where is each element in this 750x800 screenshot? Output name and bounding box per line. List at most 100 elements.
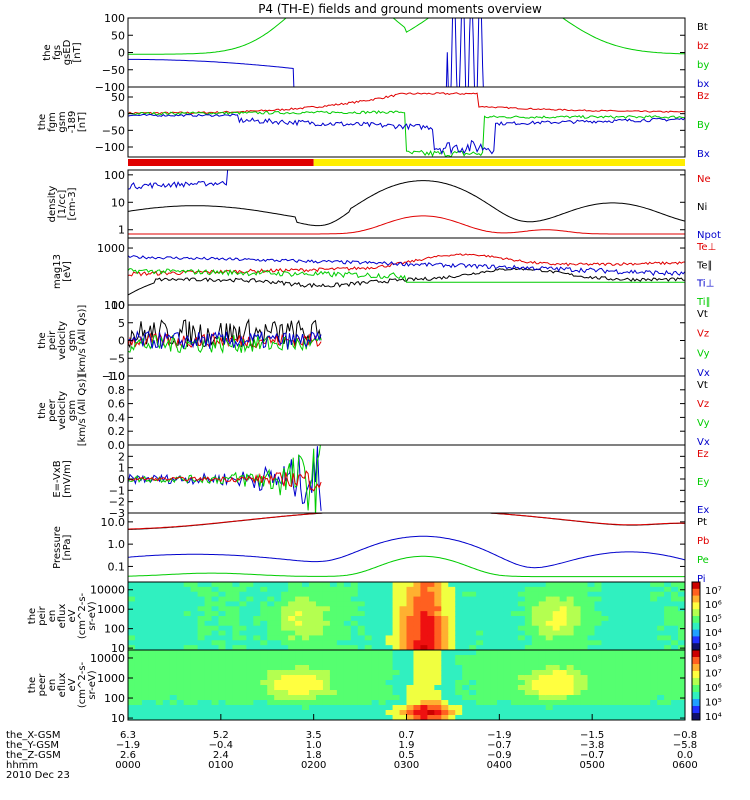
heatmap-cell [483, 705, 491, 711]
heatmap-cell [378, 670, 387, 676]
colorbar-swatch [692, 664, 700, 672]
heatmap-cell [141, 611, 150, 617]
heatmap-cell [552, 591, 561, 598]
heatmap-cell [629, 645, 637, 650]
heatmap-cell [176, 620, 185, 627]
heatmap-cell [155, 715, 164, 720]
heatmap-cell [580, 625, 589, 632]
heatmap-cell [371, 596, 380, 603]
heatmap-cell [636, 645, 644, 650]
series-line-density-2 [128, 170, 685, 190]
heatmap-cell [587, 625, 596, 632]
y-tick-label: 1000 [97, 242, 125, 255]
heatmap-cell [155, 665, 164, 671]
legend-entry: Vt [697, 309, 708, 320]
heatmap-cell [141, 710, 150, 716]
heatmap-cell [371, 640, 380, 646]
heatmap-cell [476, 665, 484, 671]
series-line-pressure-1 [128, 535, 685, 569]
heatmap-cell [267, 601, 275, 607]
heatmap-cell [128, 591, 136, 598]
heatmap-cell [622, 586, 630, 593]
heatmap-cell [169, 715, 178, 720]
heatmap-cell [399, 606, 408, 612]
heatmap-cell [190, 630, 199, 637]
heatmap-cell [483, 640, 491, 646]
heatmap-cell [253, 700, 261, 706]
heatmap-cell [476, 630, 484, 637]
heatmap-cell [448, 625, 456, 632]
heatmap-cell [267, 680, 275, 686]
heatmap-cell [128, 596, 136, 603]
heatmap-cell [650, 690, 658, 696]
heatmap-cell [225, 650, 234, 656]
heatmap-cell [246, 591, 254, 598]
heatmap-cell [260, 705, 268, 711]
heatmap-cell [413, 625, 422, 632]
heatmap-cell [517, 586, 526, 593]
heatmap-cell [364, 606, 373, 612]
heatmap-cell [657, 620, 665, 627]
y-axis-label-line: [mV/m] [62, 460, 73, 498]
heatmap-cell [267, 620, 275, 627]
heatmap-cell [232, 685, 240, 691]
heatmap-cell [176, 601, 185, 607]
heatmap-cell [420, 705, 428, 711]
heatmap-cell [260, 611, 268, 617]
heatmap-cell [211, 705, 220, 711]
heatmap-cell [671, 635, 679, 641]
heatmap-cell [169, 710, 178, 716]
heatmap-cell [629, 705, 637, 711]
heatmap-cell [274, 705, 282, 711]
heatmap-cell [281, 616, 289, 622]
heatmap-cell [406, 601, 415, 607]
heatmap-cell [601, 601, 610, 607]
heatmap-cell [497, 690, 505, 696]
heatmap-cell [232, 582, 240, 588]
heatmap-cell [155, 660, 164, 666]
y-tick-label: 10 [111, 712, 125, 725]
heatmap-cell [148, 680, 157, 686]
heatmap-cell [531, 655, 540, 661]
heatmap-cell [413, 710, 422, 716]
heatmap-cell [336, 601, 345, 607]
heatmap-cell [329, 700, 338, 706]
heatmap-cell [594, 582, 603, 588]
series-line-density-1 [128, 215, 685, 235]
heatmap-cell [517, 670, 526, 676]
heatmap-cell [141, 635, 150, 641]
heatmap-cell [545, 591, 554, 598]
heatmap-cell [629, 635, 637, 641]
heatmap-cell [399, 620, 408, 627]
heatmap-cell [434, 695, 442, 701]
heatmap-cell [441, 695, 449, 701]
heatmap-cell [315, 675, 324, 681]
heatmap-cell [204, 591, 213, 598]
heatmap-cell [364, 616, 373, 622]
heatmap-cell [371, 650, 380, 656]
heatmap-cell [559, 670, 568, 676]
heatmap-cell [552, 635, 561, 641]
heatmap-cell [350, 630, 359, 637]
heatmap-cell [629, 586, 637, 593]
heatmap-cell [253, 635, 261, 641]
heatmap-cell [281, 650, 289, 656]
heatmap-cell [538, 715, 547, 720]
heatmap-cell [211, 635, 220, 641]
heatmap-cell [183, 690, 192, 696]
heatmap-cell [274, 591, 282, 598]
heatmap-cell [643, 582, 651, 588]
heatmap-cell [420, 611, 428, 617]
heatmap-cell [601, 700, 610, 706]
heatmap-cell [427, 665, 435, 671]
heatmap-cell [650, 685, 658, 691]
heatmap-cell [510, 630, 519, 637]
heatmap-cell [204, 685, 213, 691]
heatmap-cell [650, 616, 658, 622]
heatmap-cell [197, 645, 206, 650]
heatmap-cell [427, 695, 435, 701]
heatmap-cell [601, 645, 610, 650]
heatmap-cell [497, 685, 505, 691]
heatmap-cell [580, 630, 589, 637]
heatmap-cell [469, 670, 477, 676]
